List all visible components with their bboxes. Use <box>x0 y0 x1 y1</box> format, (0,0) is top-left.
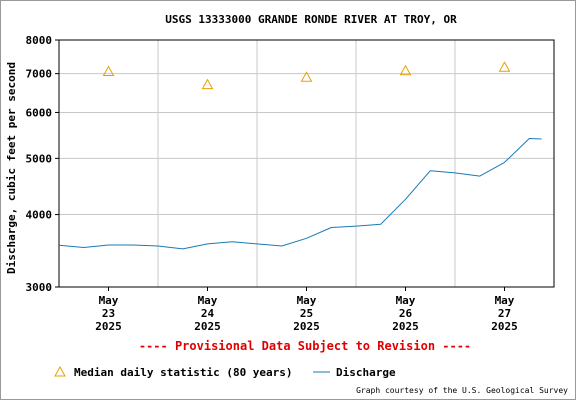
x-tick-label: 2025 <box>491 320 518 333</box>
x-tick-label: 2025 <box>95 320 122 333</box>
x-tick-label: 24 <box>201 307 215 320</box>
x-tick-label: 23 <box>102 307 115 320</box>
legend-triangle-icon <box>54 365 66 377</box>
x-tick-label: 2025 <box>392 320 419 333</box>
legend-discharge-label: Discharge <box>336 366 396 379</box>
x-axis-ticks: May232025May242025May252025May262025May2… <box>95 287 518 333</box>
y-axis-label: Discharge, cubic feet per second <box>5 62 18 274</box>
x-tick-label: 25 <box>300 307 313 320</box>
y-tick-label: 7000 <box>26 68 53 81</box>
discharge-series-line <box>58 138 542 250</box>
y-tick-label: 8000 <box>26 34 53 47</box>
x-tick-label: May <box>396 294 416 307</box>
y-axis-ticks: 3000 4000 5000 6000 7000 8000 <box>26 34 59 294</box>
chart-title: USGS 13333000 GRANDE RONDE RIVER AT TROY… <box>165 13 457 26</box>
y-tick-label: 5000 <box>26 152 53 165</box>
x-tick-label: 26 <box>399 307 413 320</box>
x-tick-label: 2025 <box>194 320 221 333</box>
legend-median-label: Median daily statistic (80 years) <box>74 366 293 379</box>
median-triangle-marker <box>102 65 115 76</box>
x-tick-label: May <box>198 294 218 307</box>
median-triangle-marker <box>399 64 412 76</box>
x-tick-label: May <box>297 294 317 307</box>
y-tick-label: 4000 <box>26 209 53 222</box>
median-triangle-marker <box>498 61 511 72</box>
median-triangle-marker <box>300 71 313 82</box>
legend: Median daily statistic (80 years) Discha… <box>54 365 396 379</box>
y-tick-label: 6000 <box>26 106 53 119</box>
provisional-note: ---- Provisional Data Subject to Revisio… <box>139 339 471 353</box>
x-tick-label: May <box>99 294 119 307</box>
median-triangle-marker <box>201 78 214 90</box>
y-tick-label: 3000 <box>26 281 53 294</box>
x-tick-label: May <box>495 294 515 307</box>
data-marks <box>58 61 542 250</box>
x-tick-label: 2025 <box>293 320 320 333</box>
x-tick-label: 27 <box>498 307 511 320</box>
credit-text: Graph courtesy of the U.S. Geological Su… <box>356 386 568 395</box>
